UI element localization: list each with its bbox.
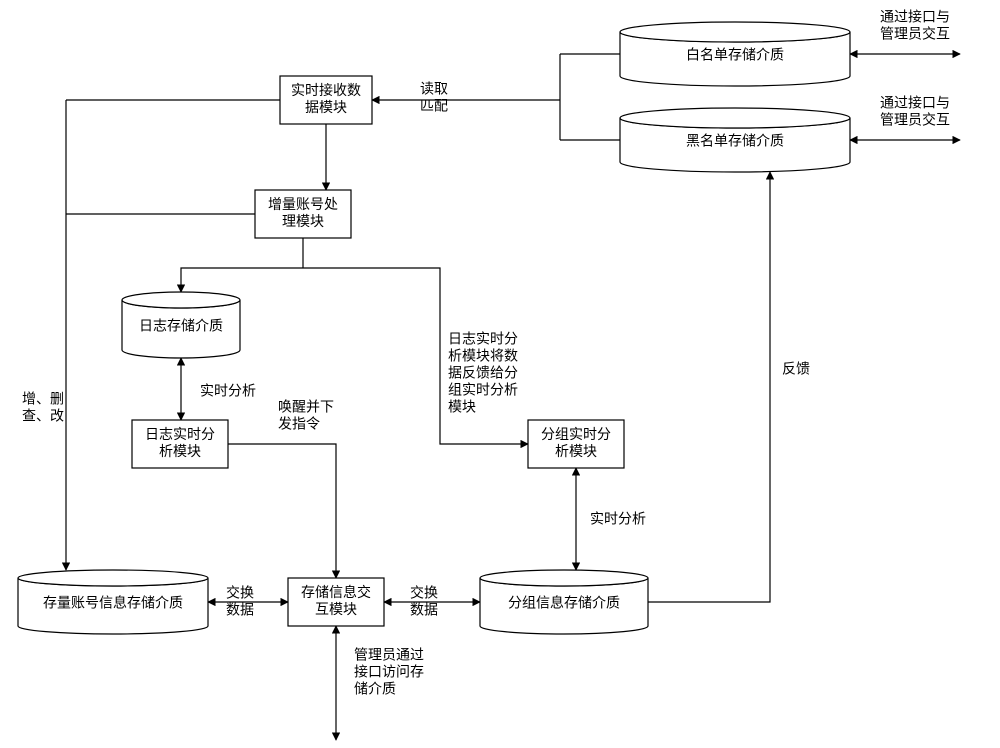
svg-text:日志存储介质: 日志存储介质 <box>139 318 223 334</box>
svg-text:理模块: 理模块 <box>282 213 324 229</box>
svg-text:据模块: 据模块 <box>305 99 347 115</box>
svg-text:日志实时分: 日志实时分 <box>145 426 215 442</box>
svg-text:析模块: 析模块 <box>555 443 597 459</box>
svg-text:数据: 数据 <box>410 602 438 618</box>
svg-text:管理员通过: 管理员通过 <box>354 647 424 663</box>
svg-text:反馈: 反馈 <box>782 361 810 377</box>
svg-text:存量账号信息存储介质: 存量账号信息存储介质 <box>43 595 183 611</box>
svg-text:查、改: 查、改 <box>22 408 64 424</box>
svg-text:唤醒并下: 唤醒并下 <box>278 399 334 415</box>
svg-text:析模块: 析模块 <box>159 443 201 459</box>
svg-text:储介质: 储介质 <box>354 681 396 697</box>
svg-text:分组信息存储介质: 分组信息存储介质 <box>508 595 620 611</box>
svg-text:实时接收数: 实时接收数 <box>291 82 361 98</box>
svg-text:互模块: 互模块 <box>315 601 357 617</box>
svg-text:通过接口与: 通过接口与 <box>880 95 950 111</box>
svg-text:黑名单存储介质: 黑名单存储介质 <box>686 133 784 149</box>
svg-text:管理员交互: 管理员交互 <box>880 112 950 128</box>
svg-text:管理员交互: 管理员交互 <box>880 26 950 42</box>
flowchart: 实时接收数据模块增量账号处理模块日志实时分析模块分组实时分析模块存储信息交互模块… <box>0 0 1000 748</box>
svg-text:存储信息交: 存储信息交 <box>301 584 371 600</box>
svg-text:数据: 数据 <box>226 602 254 618</box>
svg-text:接口访问存: 接口访问存 <box>354 664 424 680</box>
svg-text:交换: 交换 <box>410 585 438 601</box>
svg-text:分组实时分: 分组实时分 <box>541 426 611 442</box>
svg-text:通过接口与: 通过接口与 <box>880 9 950 25</box>
svg-text:实时分析: 实时分析 <box>590 511 646 527</box>
svg-text:增、删: 增、删 <box>22 391 64 407</box>
svg-text:实时分析: 实时分析 <box>200 383 256 399</box>
svg-text:组实时分析: 组实时分析 <box>448 382 518 398</box>
svg-text:据反馈给分: 据反馈给分 <box>448 365 518 381</box>
svg-text:匹配: 匹配 <box>420 98 448 114</box>
svg-text:交换: 交换 <box>226 585 254 601</box>
svg-text:读取: 读取 <box>420 81 448 97</box>
svg-text:析模块将数: 析模块将数 <box>448 348 518 364</box>
svg-text:模块: 模块 <box>448 399 476 415</box>
svg-text:白名单存储介质: 白名单存储介质 <box>686 47 784 63</box>
svg-text:日志实时分: 日志实时分 <box>448 331 518 347</box>
svg-text:发指令: 发指令 <box>278 416 320 432</box>
svg-text:增量账号处: 增量账号处 <box>268 196 338 212</box>
